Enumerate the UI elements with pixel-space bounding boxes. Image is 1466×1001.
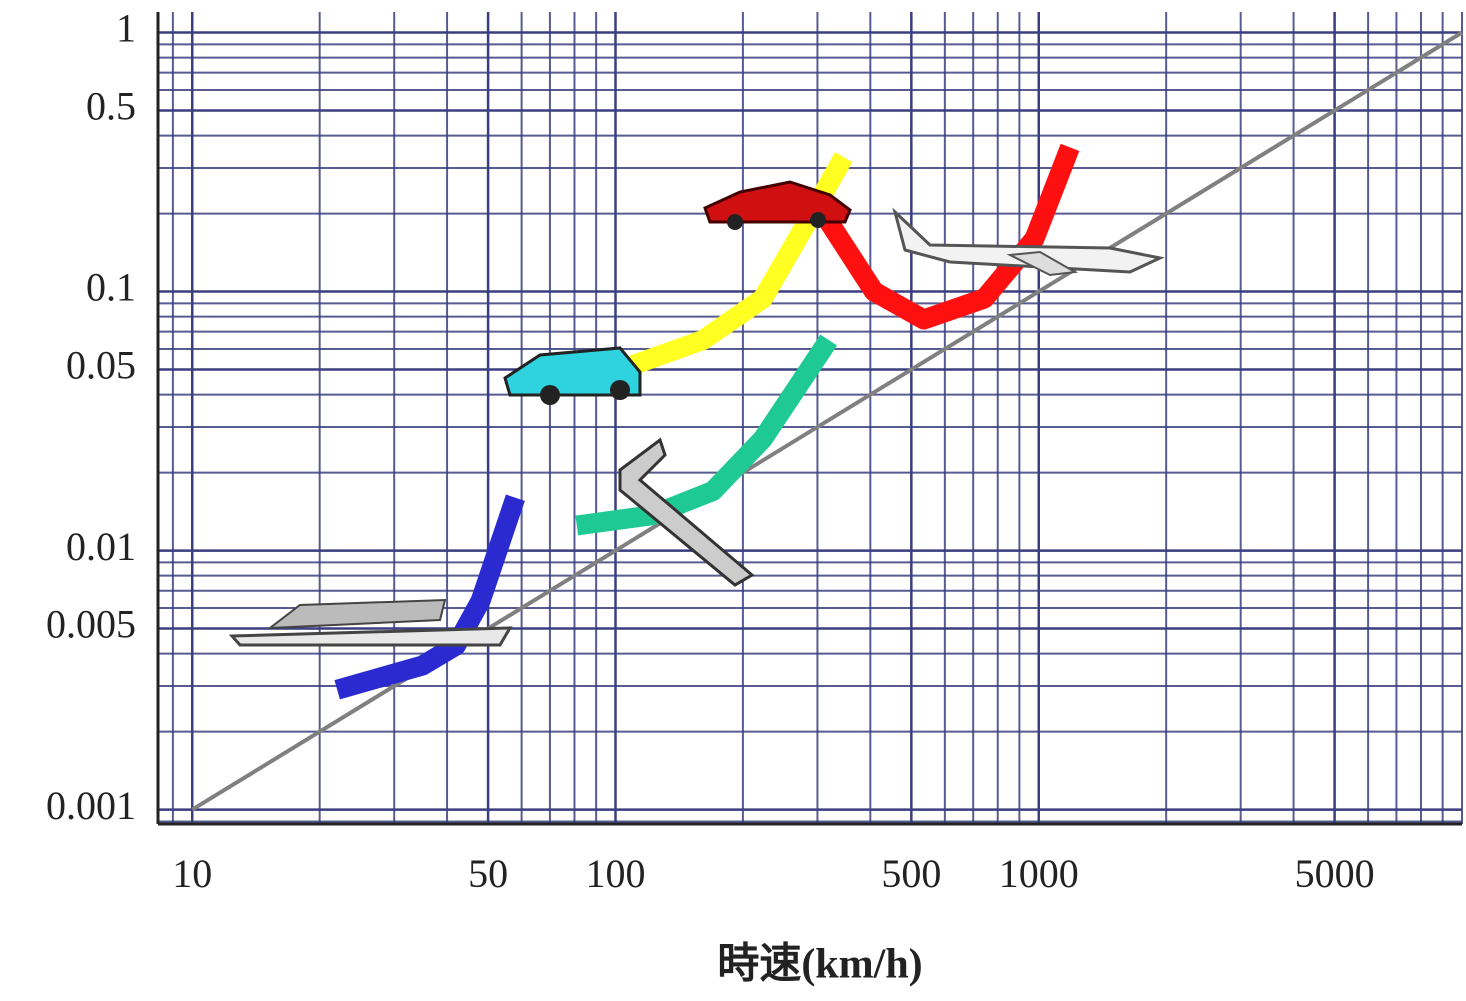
wheel [727,214,743,230]
x-tick-label: 50 [468,851,508,896]
x-axis-label: 時速(km/h) [717,941,922,988]
page: {"chart_data": {"type": "line", "x_label… [0,0,1466,1001]
wheel [540,385,560,405]
wheel [810,212,826,228]
y-tick-label: 0.005 [46,602,136,647]
chart: 時速(km/h) 10 50 100 500 1000 5000 1 0.5 0.1 0.05 0.… [0,0,1466,1001]
boat-icon [232,628,510,645]
y-tick-label: 0.01 [66,524,136,569]
plot-lines [192,33,1462,810]
y-tick-label: 0.05 [66,343,136,388]
x-tick-label: 1000 [999,851,1079,896]
x-tick-label: 500 [881,851,941,896]
grid [158,12,1462,824]
x-tick-label: 100 [586,851,646,896]
y-tick-label: 0.001 [46,783,136,828]
wheel [610,380,630,400]
x-tick-label: 10 [172,851,212,896]
boat-icon [270,600,445,628]
y-tick-label: 1 [116,6,136,51]
x-tick-label: 5000 [1295,851,1375,896]
reference-line [192,33,1462,810]
y-tick-label: 0.5 [86,84,136,129]
y-tick-label: 0.1 [86,265,136,310]
